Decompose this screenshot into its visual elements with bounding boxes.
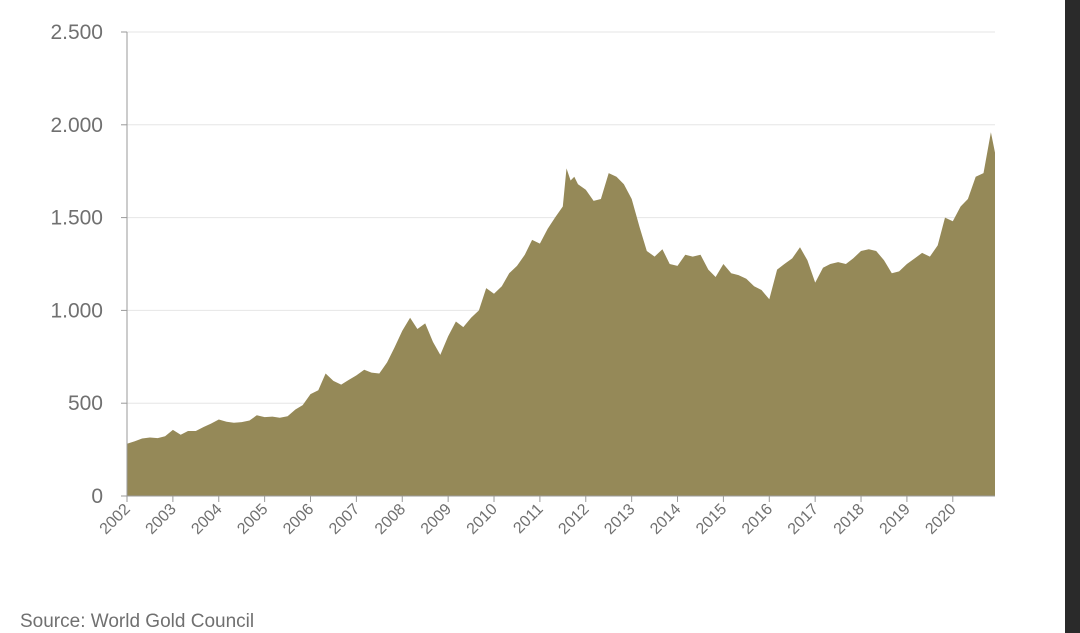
x-tick-label-6: 2008 (372, 501, 409, 538)
y-tick-label-5: 2.500 (50, 21, 103, 44)
x-tick-label-12: 2014 (647, 501, 684, 538)
series-area-0 (127, 132, 995, 496)
x-tick-label-15: 2017 (785, 501, 822, 538)
x-tick-label-18: 2020 (922, 501, 959, 538)
y-tick-label-4: 2.000 (50, 114, 103, 137)
x-tick-label-5: 2007 (326, 501, 363, 538)
x-tick-label-13: 2015 (693, 501, 730, 538)
area-series (127, 132, 995, 496)
x-tick-label-4: 2006 (280, 501, 317, 538)
y-tick-label-2: 1.000 (50, 299, 103, 322)
x-tick-label-14: 2016 (739, 501, 776, 538)
x-tick-label-9: 2011 (510, 501, 546, 537)
x-tick-label-1: 2003 (143, 501, 180, 538)
x-tick-label-17: 2019 (877, 501, 914, 538)
x-tick-label-2: 2004 (188, 501, 225, 538)
right-edge-strip (1065, 0, 1080, 633)
x-axis-tick-labels: 2002 2003 2004 2005 2006 2007 2008 2009 2010 2011… (97, 501, 960, 538)
x-tick-label-16: 2018 (831, 501, 868, 538)
x-tick-label-10: 2012 (555, 501, 592, 538)
y-tick-label-1: 500 (68, 392, 103, 415)
y-tick-label-0: 0 (91, 485, 103, 508)
x-tick-label-8: 2010 (464, 501, 501, 538)
source-note: Source: World Gold Council (20, 611, 255, 632)
y-tick-label-3: 1.500 (50, 207, 103, 230)
x-tick-label-3: 2005 (234, 501, 271, 538)
x-tick-label-7: 2009 (418, 501, 455, 538)
axes (121, 31, 995, 502)
y-axis-tick-labels: 0 500 1.000 1.500 2.000 2.500 (50, 21, 103, 508)
x-tick-label-11: 2013 (601, 501, 638, 538)
